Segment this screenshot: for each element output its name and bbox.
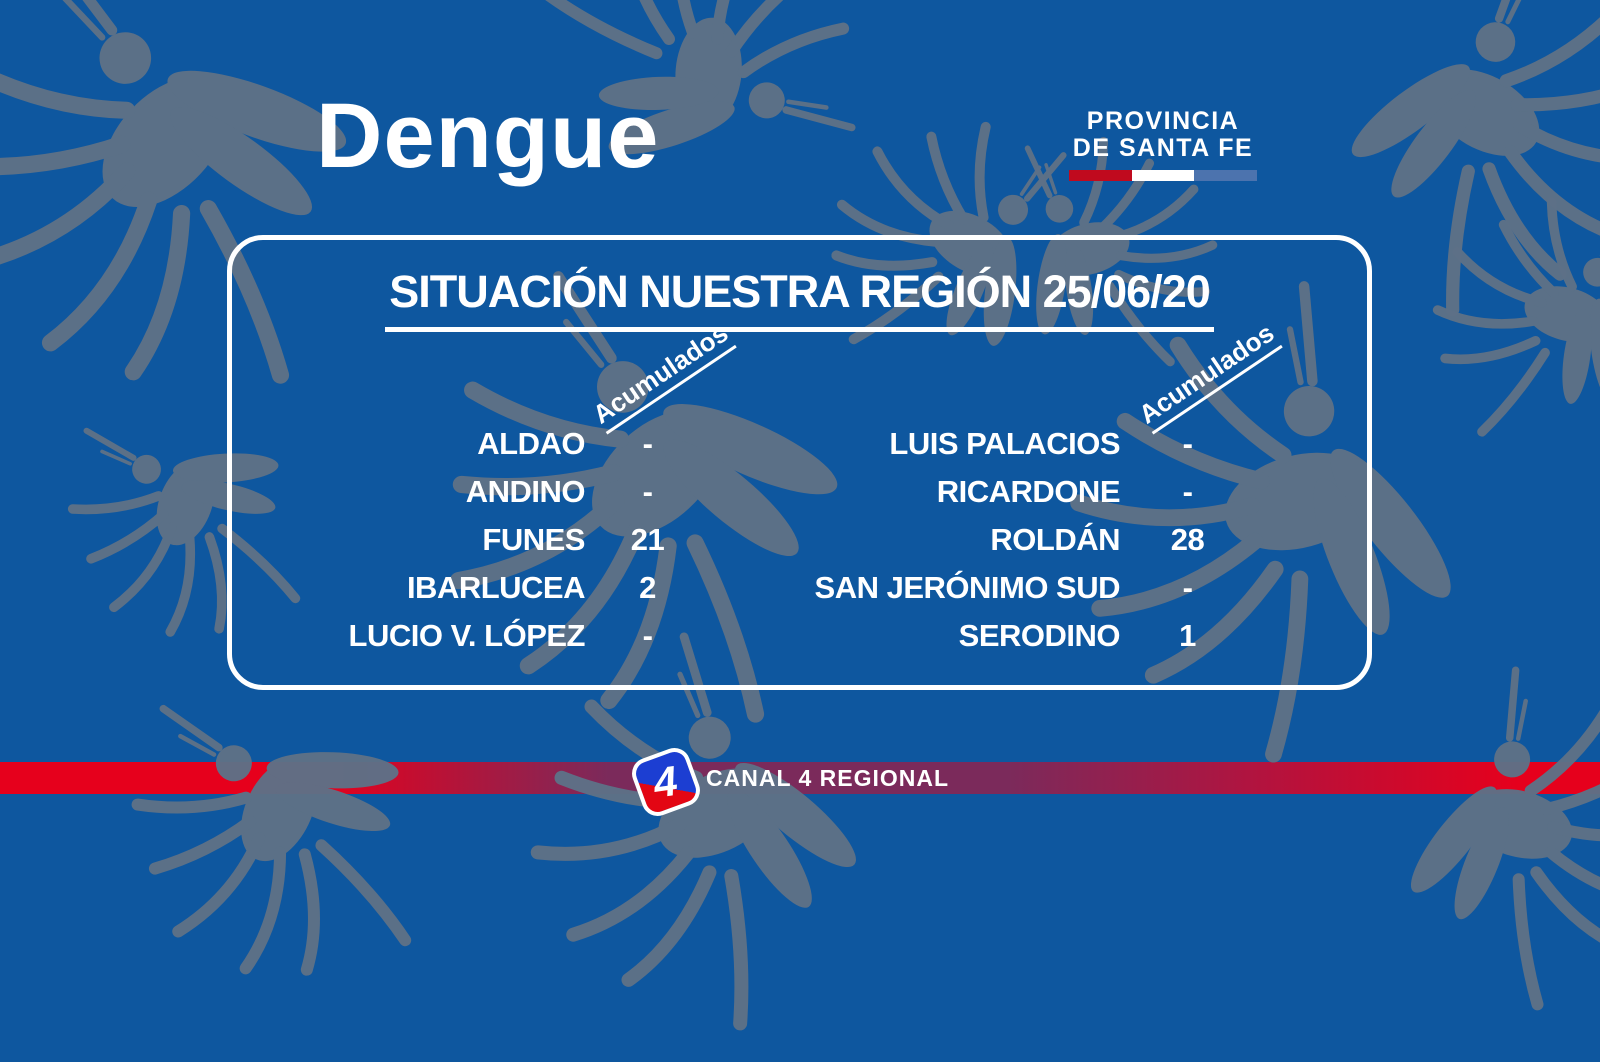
locality-value: 1 (1179, 618, 1196, 653)
right-data-column: LUIS PALACIOS - RICARDONE - ROLDÁN 28 SA… (758, 420, 1240, 660)
mosquito-icon (1396, 156, 1600, 464)
locality-label: IBARLUCEA (406, 570, 586, 605)
table-row: ROLDÁN 28 (758, 516, 1240, 564)
locality-label: LUIS PALACIOS (889, 426, 1120, 461)
provincia-bar-blue (1194, 170, 1258, 181)
table-row: IBARLUCEA 2 (235, 564, 695, 612)
table-row: RICARDONE - (758, 468, 1240, 516)
table-row: ANDINO - (235, 468, 695, 516)
locality-value: - (642, 618, 653, 653)
table-row: SERODINO 1 (758, 612, 1240, 660)
locality-label: ROLDÁN (990, 522, 1120, 557)
provincia-logo-line2: DE SANTA FE (1072, 134, 1254, 162)
locality-label: RICARDONE (936, 474, 1121, 509)
locality-value: 28 (1170, 522, 1205, 557)
locality-label: ALDAO (477, 426, 585, 461)
provincia-santa-fe-logo: PROVINCIA DE SANTA FE (1058, 108, 1268, 181)
mosquito-icon (1329, 619, 1600, 1042)
locality-value: - (642, 474, 653, 509)
left-column-header: Acumulados (587, 317, 737, 435)
table-row: FUNES 21 (235, 516, 695, 564)
locality-value: - (1182, 474, 1193, 509)
locality-label: ANDINO (465, 474, 586, 509)
left-data-column: ALDAO - ANDINO - FUNES 21 IBARLUCEA 2 LU… (235, 420, 695, 660)
table-row: ALDAO - (235, 420, 695, 468)
table-row: SAN JERÓNIMO SUD - (758, 564, 1240, 612)
channel-name: CANAL 4 REGIONAL (706, 765, 950, 791)
locality-value: - (1182, 570, 1193, 605)
provincia-bar-red (1069, 170, 1132, 181)
locality-value: - (1182, 426, 1193, 461)
table-row: LUIS PALACIOS - (758, 420, 1240, 468)
locality-label: SERODINO (958, 618, 1121, 653)
dengue-infographic: { "title": "Dengue", "province_logo": { … (0, 0, 1600, 900)
right-column-header: Acumulados (1133, 317, 1283, 435)
mosquito-icon (96, 656, 444, 1004)
panel-heading: SITUACIÓN NUESTRA REGIÓN 25/06/20 (385, 266, 1214, 332)
locality-label: SAN JERÓNIMO SUD (814, 570, 1121, 605)
table-row: LUCIO V. LÓPEZ - (235, 612, 695, 660)
provincia-bar-white (1131, 170, 1195, 181)
locality-value: 2 (639, 570, 656, 605)
canal-4-logo-icon: 4 (627, 743, 705, 821)
provincia-logo-line1: PROVINCIA (1086, 107, 1240, 135)
locality-value: 21 (630, 522, 665, 557)
canal-4-logo-digit: 4 (653, 756, 679, 807)
provincia-tricolor-bar (1069, 170, 1258, 181)
locality-label: LUCIO V. LÓPEZ (348, 618, 586, 653)
locality-value: - (642, 426, 653, 461)
page-title: Dengue (316, 85, 660, 187)
locality-label: FUNES (482, 522, 585, 557)
